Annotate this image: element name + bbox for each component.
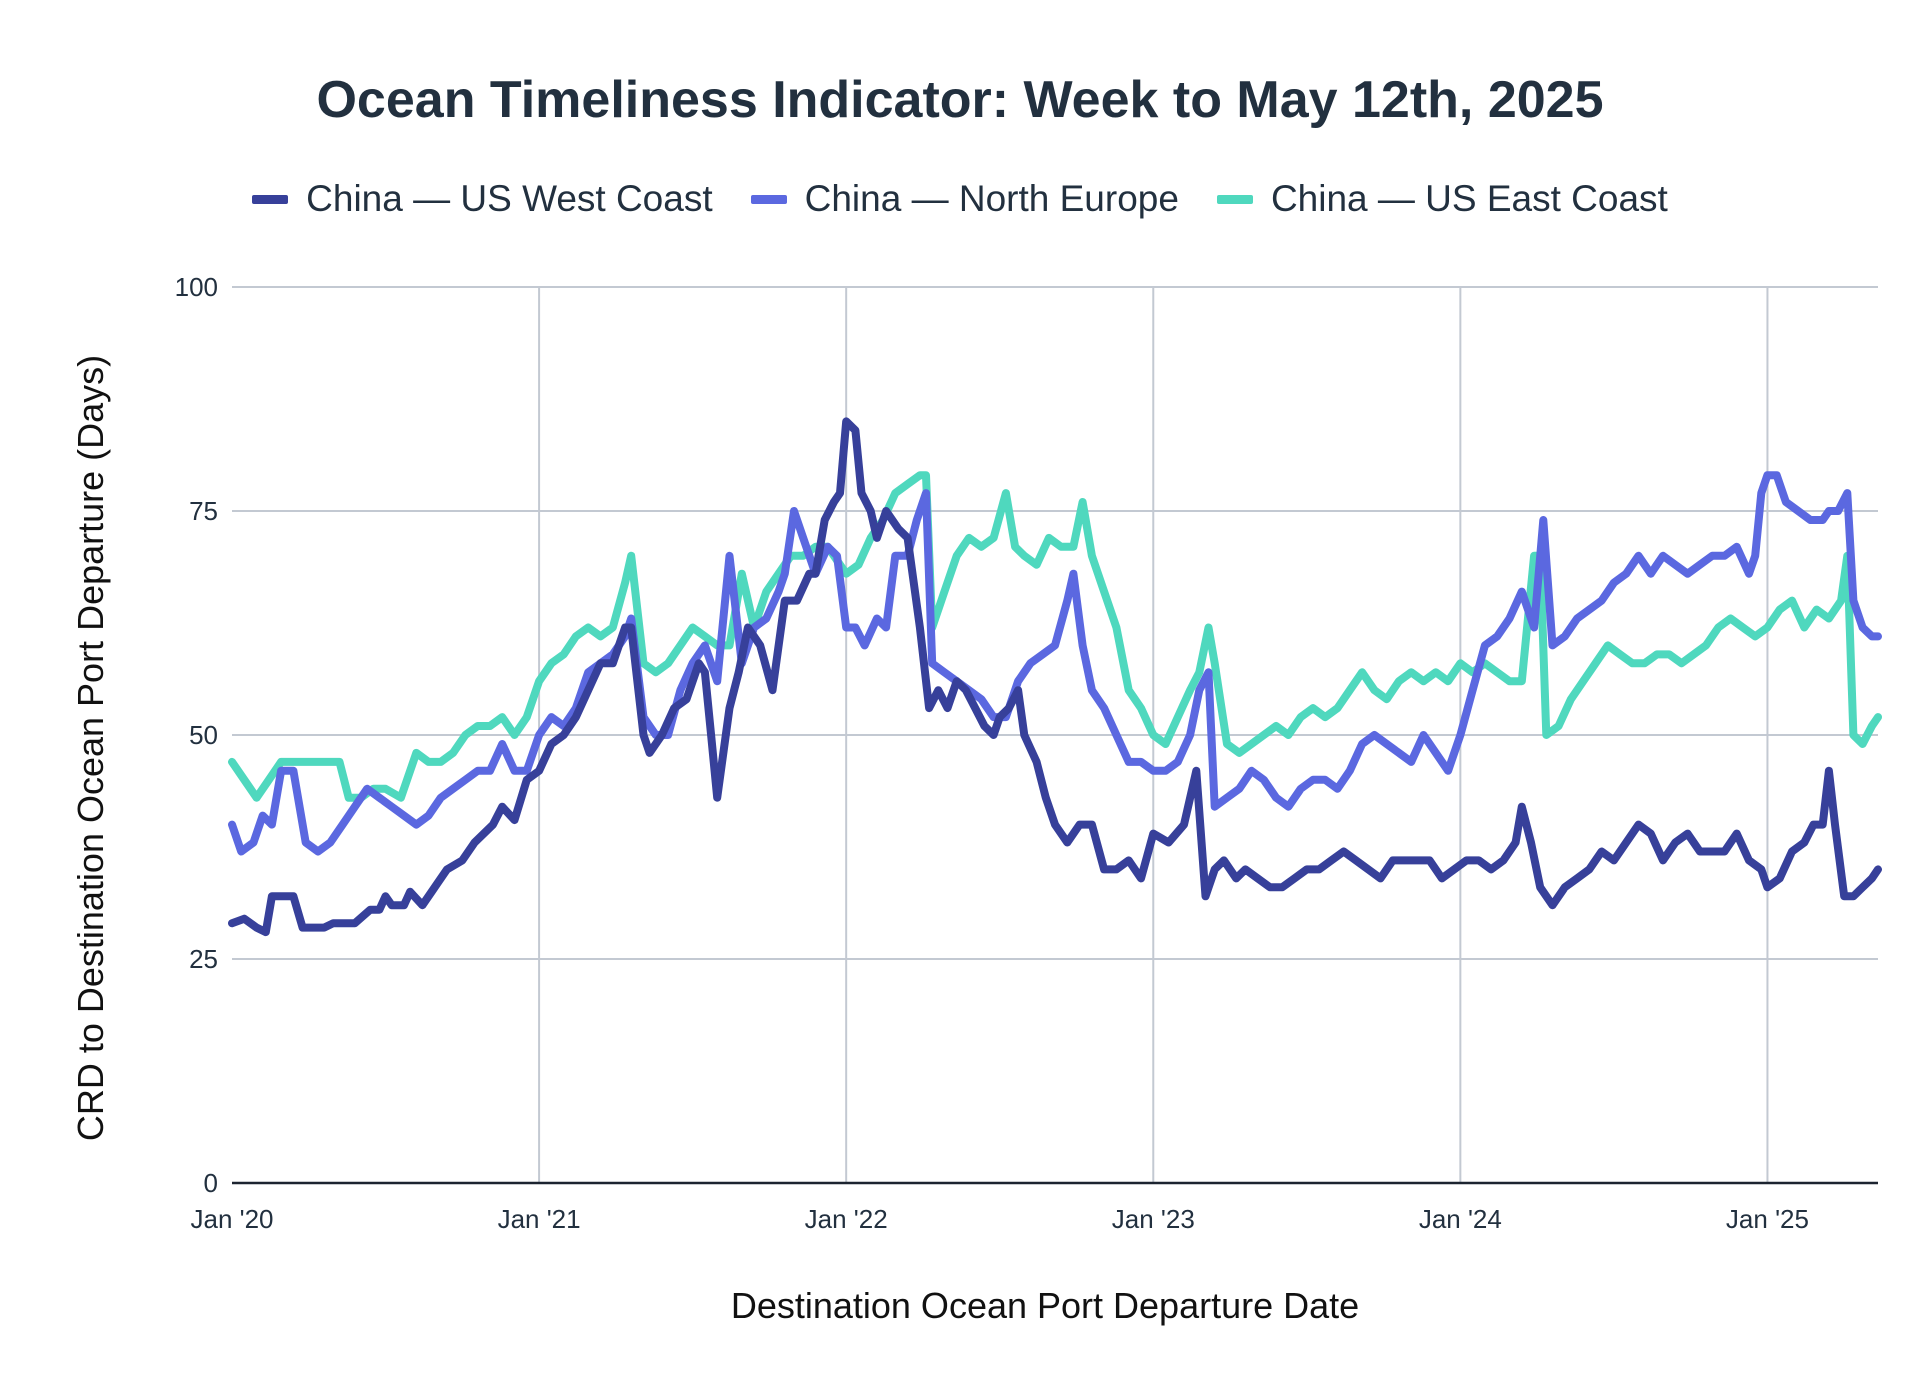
x-tick-label: Jan '23 [1112,1204,1195,1234]
x-tick-label: Jan '21 [498,1204,581,1234]
legend-swatch-north-europe [750,194,787,204]
series-line-china-us-west-coast [228,417,1882,937]
y-axis-title: CRD to Destination Ocean Port Departure … [70,355,111,1141]
legend-swatch-us-east-coast [1216,194,1253,204]
y-tick-label: 50 [189,720,218,750]
axis-layer: 0 25 50 75 100 Jan '20 Jan '21 Jan '22 Jan '23 Ja… [175,272,1878,1234]
y-tick-label: 0 [204,1168,218,1198]
x-tick-label: Jan '25 [1726,1204,1809,1234]
legend-item-north-europe[interactable]: China — North Europe [750,178,1179,220]
legend-label-north-europe: China — North Europe [804,178,1179,219]
chart-legend: China — US West Coast China — North Euro… [0,178,1920,220]
chart-title: Ocean Timeliness Indicator: Week to May … [316,71,1604,129]
legend-swatch-us-west-coast [252,194,289,204]
y-tick-label: 75 [189,496,218,526]
series-line-china-us-east-coast [228,471,1882,802]
y-tick-label: 100 [175,272,218,302]
x-tick-label: Jan '20 [190,1204,273,1234]
y-tick-label: 25 [189,944,218,974]
series-line-china-north-europe [228,471,1882,856]
grid-layer [232,286,1878,1183]
legend-item-us-west-coast[interactable]: China — US West Coast [252,178,713,220]
legend-label-us-west-coast: China — US West Coast [306,178,713,219]
series-layer [228,417,1882,937]
x-tick-label: Jan '22 [805,1204,888,1234]
legend-label-us-east-coast: China — US East Coast [1270,178,1668,219]
legend-item-us-east-coast[interactable]: China — US East Coast [1216,178,1668,220]
x-tick-label: Jan '24 [1419,1204,1502,1234]
x-axis-title: Destination Ocean Port Departure Date [731,1285,1359,1326]
